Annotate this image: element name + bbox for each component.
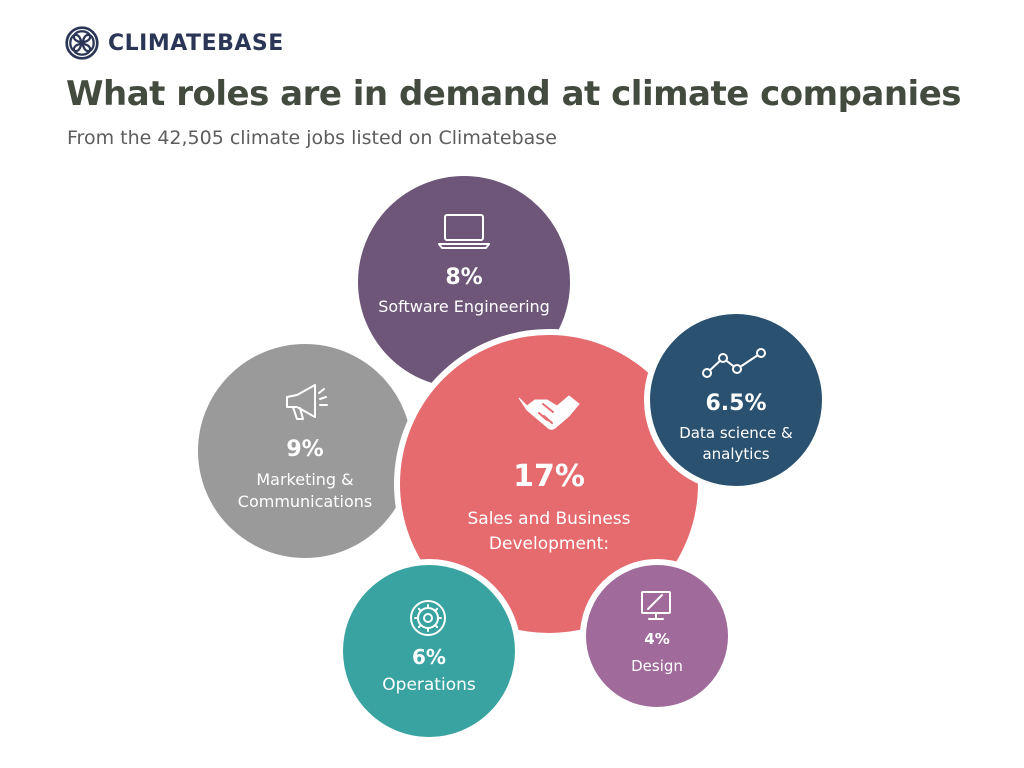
climatebase-logo-icon (65, 26, 99, 60)
bubble-design: 4% Design (580, 559, 734, 713)
gear-icon (410, 600, 446, 636)
bubble-percentage: 6.5% (705, 391, 766, 416)
bubble-data-science-analytics: 6.5% Data science & analytics (644, 308, 828, 492)
bubble-percentage: 6% (412, 645, 446, 669)
bubble-label: Marketing & (256, 470, 353, 489)
bubble-circle (644, 308, 828, 492)
design-monitor-icon (641, 591, 671, 620)
megaphone-icon (286, 384, 328, 420)
bubble-label: Design (631, 657, 683, 675)
bubble-sales-and-business-development: 17% Sales and Business Development: (394, 329, 704, 639)
bubble-label: Software Engineering (378, 297, 550, 316)
brand: CLIMATEBASE (64, 24, 284, 62)
bubble-label: Sales and Business (467, 509, 630, 529)
chart-title: What roles are in demand at climate comp… (66, 74, 962, 114)
laptop-icon (438, 214, 490, 249)
bubble-operations: 6% Operations (337, 559, 521, 743)
bubble-label: Data science & (679, 424, 793, 442)
bubble-label: analytics (702, 445, 769, 463)
line-graph-icon (702, 348, 766, 378)
bubble-percentage: 9% (286, 437, 323, 462)
bubble-circle (580, 559, 734, 713)
chart-subtitle: From the 42,505 climate jobs listed on C… (67, 127, 557, 149)
bubble-label: Communications (238, 492, 372, 511)
bubble-label: Development: (489, 534, 609, 554)
handshake-icon (518, 395, 580, 430)
bubble-circle (337, 559, 521, 743)
brand-name: CLIMATEBASE (108, 30, 284, 56)
bubble-label: Operations (382, 675, 476, 695)
bubble-marketing-communications: 9% Marketing & Communications (192, 338, 418, 564)
bubble-percentage: 4% (644, 630, 669, 648)
bubble-percentage: 8% (445, 265, 482, 290)
bubble-percentage: 17% (513, 459, 585, 494)
